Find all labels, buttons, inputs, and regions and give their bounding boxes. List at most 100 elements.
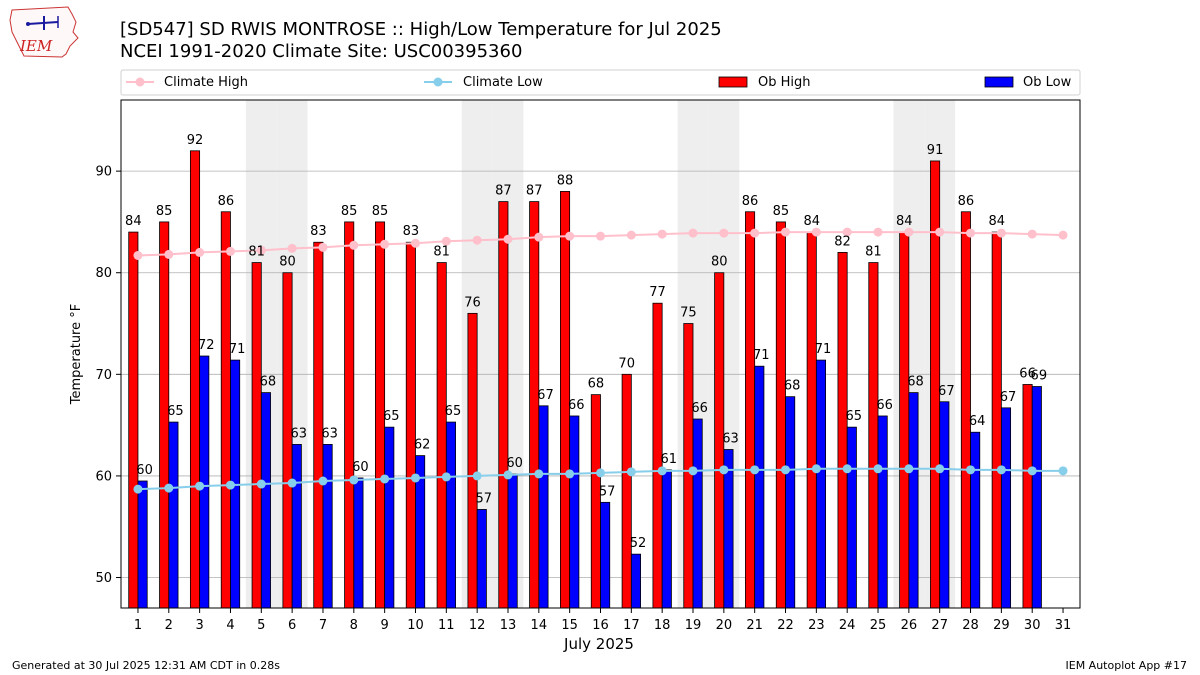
legend: Climate High Climate Low Ob High Ob Low	[120, 69, 1081, 96]
ob-high-bar-day-29	[991, 231, 1002, 609]
x-tick-label-31: 31	[1055, 618, 1072, 633]
ob-low-label-day-27: 67	[938, 384, 955, 399]
climate-high-point-day-6	[287, 243, 297, 253]
legend-label-ob-low: Ob Low	[1023, 75, 1072, 90]
ob-low-label-day-8: 60	[352, 460, 369, 475]
ob-high-label-day-10: 83	[403, 224, 420, 239]
climate-low-point-day-6	[287, 478, 297, 488]
ob-high-label-day-26: 84	[896, 214, 913, 229]
climate-high-point-day-26	[904, 227, 914, 237]
x-tick-label-3: 3	[195, 618, 203, 633]
ob-low-label-day-22: 68	[784, 379, 801, 394]
ob-high-label-day-24: 82	[834, 234, 851, 249]
ob-low-bar-day-29	[1000, 407, 1012, 609]
x-tick-label-26: 26	[901, 618, 918, 633]
climate-high-point-day-11	[441, 236, 451, 246]
x-tick-label-17: 17	[623, 618, 640, 633]
ob-low-label-day-2: 65	[167, 404, 184, 419]
ob-high-label-day-8: 85	[341, 204, 358, 219]
climate-high-point-day-24	[842, 227, 852, 237]
ob-high-label-day-6: 80	[279, 255, 296, 270]
climate-high-point-day-2	[164, 249, 174, 259]
ob-low-label-day-4: 71	[229, 342, 246, 357]
ob-high-bar-day-19	[683, 323, 694, 609]
ob-low-label-day-16: 57	[599, 484, 616, 499]
ob-high-label-day-30: 66	[1019, 366, 1036, 381]
ob-low-bar-day-1	[137, 480, 148, 609]
ob-low-bar-day-26	[908, 392, 919, 609]
ob-low-label-day-5: 68	[260, 375, 277, 390]
climate-high-point-day-12	[472, 235, 482, 245]
x-tick-label-16: 16	[592, 618, 609, 633]
ob-high-bar-day-22	[775, 221, 786, 609]
ob-low-label-day-11: 65	[445, 404, 462, 419]
footer-app: IEM Autoplot App #17	[1066, 659, 1188, 672]
y-tick-label-60: 60	[95, 469, 112, 484]
ob-low-label-day-3: 72	[198, 338, 215, 353]
x-tick-label-15: 15	[561, 618, 578, 633]
climate-low-point-day-12	[472, 471, 482, 481]
chart-title: [SD547] SD RWIS MONTROSE :: High/Low Tem…	[120, 19, 722, 40]
climate-high-point-day-16	[596, 231, 605, 241]
climate-high-point-day-21	[750, 228, 760, 238]
ob-high-label-day-4: 86	[218, 194, 235, 209]
ob-low-bar-day-28	[970, 431, 981, 609]
ob-high-bar-day-30	[1022, 384, 1033, 609]
climate-high-point-day-7	[318, 242, 328, 252]
ob-high-label-day-21: 86	[742, 194, 759, 209]
climate-high-point-day-5	[256, 245, 266, 255]
climate-high-point-day-20	[719, 228, 729, 238]
ob-high-label-day-13: 87	[495, 184, 512, 199]
climate-low-point-day-2	[164, 483, 174, 493]
ob-high-bar-day-7	[313, 241, 324, 609]
ob-high-bar-day-16	[590, 394, 601, 609]
climate-low-point-day-28	[966, 465, 976, 475]
climate-low-point-day-20	[719, 465, 729, 475]
climate-high-point-day-17	[626, 230, 636, 240]
ob-low-label-day-9: 65	[383, 409, 400, 424]
x-tick-label-25: 25	[870, 618, 887, 633]
climate-low-point-day-13	[503, 470, 513, 480]
bars	[128, 150, 1042, 609]
x-tick-label-21: 21	[746, 618, 763, 633]
ob-high-bar-day-23	[806, 231, 817, 609]
ob-high-label-day-11: 81	[433, 245, 450, 260]
climate-high-point-day-9	[380, 239, 390, 249]
ob-low-label-day-30: 69	[1031, 369, 1048, 384]
climate-low-point-day-17	[626, 467, 636, 477]
ob-high-bar-day-4	[220, 211, 231, 609]
x-tick-label-12: 12	[469, 618, 486, 633]
ob-low-label-day-17: 52	[630, 536, 647, 551]
footer-generated: Generated at 30 Jul 2025 12:31 AM CDT in…	[12, 659, 280, 672]
climate-high-point-day-13	[503, 234, 513, 244]
ob-low-bar-day-14	[538, 405, 549, 609]
ob-high-label-day-15: 88	[557, 173, 574, 188]
ob-high-bar-day-1	[128, 231, 139, 609]
legend-label-ob-high: Ob High	[758, 75, 811, 90]
ob-high-bar-day-25	[868, 262, 879, 609]
ob-high-label-day-17: 70	[618, 356, 635, 371]
x-tick-label-22: 22	[777, 618, 794, 633]
ob-low-bar-day-2	[168, 421, 179, 609]
ob-high-label-day-18: 77	[649, 285, 666, 300]
ob-high-label-day-23: 84	[803, 214, 820, 229]
x-tick-label-6: 6	[288, 618, 296, 633]
ob-low-label-day-28: 64	[969, 414, 986, 429]
climate-high-point-day-25	[873, 227, 883, 237]
ob-high-label-day-20: 80	[711, 255, 728, 270]
x-tick-label-8: 8	[350, 618, 358, 633]
climate-lines	[133, 227, 1068, 494]
climate-low-point-day-7	[318, 476, 328, 486]
ob-low-bar-day-12	[476, 509, 487, 609]
x-tick-label-27: 27	[931, 618, 948, 633]
climate-high-point-day-19	[688, 228, 698, 238]
x-tick-label-11: 11	[438, 618, 455, 633]
climate-high-point-day-23	[811, 227, 821, 237]
climate-low-point-day-30	[1027, 466, 1037, 476]
ob-high-label-day-3: 92	[187, 133, 204, 148]
legend-item-ob-high: Ob High	[718, 75, 811, 90]
ob-low-bar-day-7	[322, 444, 333, 609]
climate-low-point-day-4	[225, 480, 235, 490]
ob-low-bar-day-25	[877, 415, 888, 609]
